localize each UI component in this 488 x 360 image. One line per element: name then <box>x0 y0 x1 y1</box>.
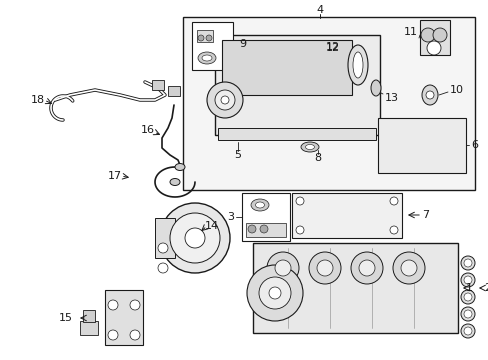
Ellipse shape <box>460 273 474 287</box>
Circle shape <box>389 226 397 234</box>
Bar <box>215 35 379 135</box>
Bar <box>183 17 474 190</box>
Text: 9: 9 <box>239 39 245 49</box>
Circle shape <box>463 259 471 267</box>
Text: 13: 13 <box>384 93 398 103</box>
Circle shape <box>246 265 303 321</box>
Bar <box>155 218 175 258</box>
Ellipse shape <box>255 202 264 208</box>
Text: 18: 18 <box>31 95 45 105</box>
Circle shape <box>198 35 203 41</box>
Bar <box>291 193 401 238</box>
Circle shape <box>108 330 118 340</box>
Circle shape <box>184 228 204 248</box>
Circle shape <box>463 327 471 335</box>
Circle shape <box>215 90 235 110</box>
Ellipse shape <box>305 144 314 149</box>
Text: 12: 12 <box>325 42 339 52</box>
Circle shape <box>432 28 446 42</box>
Bar <box>242 193 289 241</box>
Bar <box>377 118 465 173</box>
Circle shape <box>420 28 434 42</box>
Circle shape <box>392 252 424 284</box>
Text: 17: 17 <box>108 171 122 181</box>
Circle shape <box>425 91 433 99</box>
Text: 16: 16 <box>141 125 155 135</box>
Circle shape <box>247 225 256 233</box>
Circle shape <box>295 226 304 234</box>
Circle shape <box>400 260 416 276</box>
Ellipse shape <box>198 52 216 64</box>
Bar <box>168 86 180 96</box>
Circle shape <box>295 197 304 205</box>
Ellipse shape <box>460 290 474 304</box>
Circle shape <box>170 213 220 263</box>
Circle shape <box>158 263 168 273</box>
Circle shape <box>426 41 440 55</box>
Bar <box>105 290 142 345</box>
Ellipse shape <box>460 307 474 321</box>
Circle shape <box>463 293 471 301</box>
Circle shape <box>350 252 382 284</box>
Bar <box>222 40 351 95</box>
Circle shape <box>266 252 298 284</box>
Bar <box>419 20 449 55</box>
Ellipse shape <box>460 324 474 338</box>
Circle shape <box>206 82 243 118</box>
Bar <box>80 321 98 335</box>
Ellipse shape <box>250 199 268 211</box>
Text: 10: 10 <box>449 85 463 95</box>
Circle shape <box>316 260 332 276</box>
Ellipse shape <box>347 45 367 85</box>
Circle shape <box>160 203 229 273</box>
Ellipse shape <box>175 163 184 171</box>
Ellipse shape <box>301 142 318 152</box>
Circle shape <box>108 300 118 310</box>
Ellipse shape <box>170 179 180 185</box>
Circle shape <box>463 276 471 284</box>
Circle shape <box>308 252 340 284</box>
Text: 1: 1 <box>465 283 472 293</box>
Text: 15: 15 <box>59 313 73 323</box>
Bar <box>245 223 285 237</box>
Circle shape <box>268 287 281 299</box>
Bar <box>218 128 375 140</box>
Circle shape <box>158 243 168 253</box>
Ellipse shape <box>202 55 212 61</box>
Circle shape <box>259 277 290 309</box>
Text: 14: 14 <box>204 221 219 231</box>
Circle shape <box>130 330 140 340</box>
Bar <box>197 30 213 42</box>
Ellipse shape <box>370 80 380 96</box>
Circle shape <box>389 197 397 205</box>
Text: 2: 2 <box>483 283 488 293</box>
Bar <box>252 243 457 333</box>
Circle shape <box>358 260 374 276</box>
Circle shape <box>221 96 228 104</box>
Text: 5: 5 <box>234 150 241 160</box>
Text: 6: 6 <box>470 140 477 150</box>
Text: 7: 7 <box>421 210 428 220</box>
Circle shape <box>463 310 471 318</box>
Bar <box>192 22 232 70</box>
Ellipse shape <box>421 85 437 105</box>
Text: 12: 12 <box>325 43 339 53</box>
Text: 4: 4 <box>316 5 323 15</box>
Circle shape <box>130 300 140 310</box>
Circle shape <box>205 35 212 41</box>
Bar <box>152 80 163 90</box>
Text: 3: 3 <box>226 212 234 222</box>
Text: 11: 11 <box>403 27 417 37</box>
Bar <box>83 310 95 322</box>
Text: 8: 8 <box>314 153 321 163</box>
Ellipse shape <box>352 52 362 78</box>
Circle shape <box>260 225 267 233</box>
Ellipse shape <box>460 256 474 270</box>
Circle shape <box>274 260 290 276</box>
